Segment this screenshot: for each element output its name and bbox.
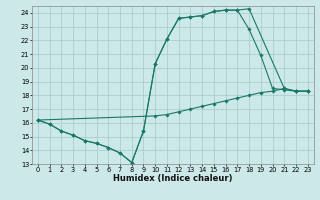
- X-axis label: Humidex (Indice chaleur): Humidex (Indice chaleur): [113, 174, 233, 183]
